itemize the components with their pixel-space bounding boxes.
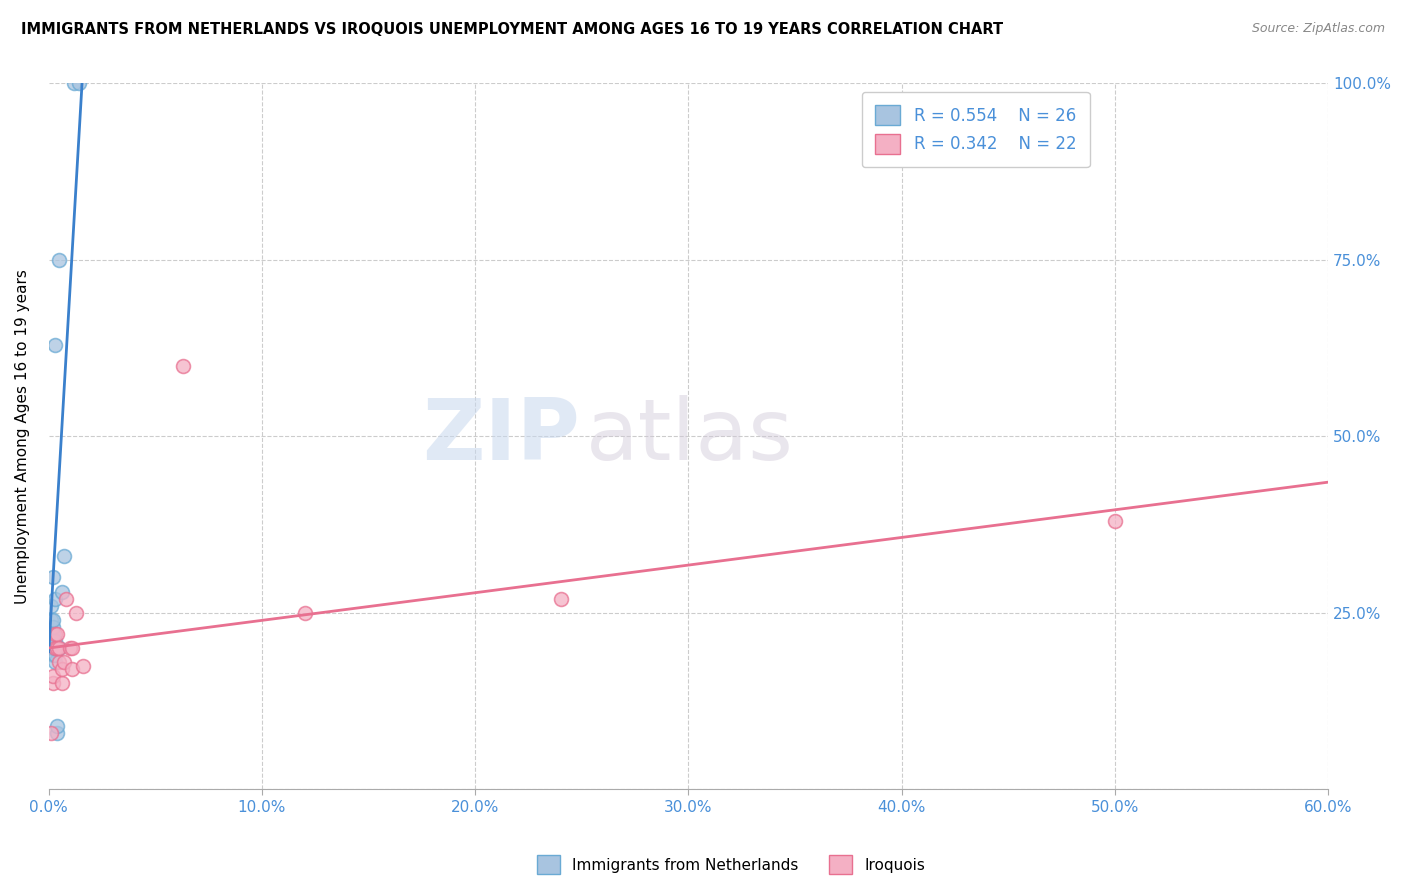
Point: [46, 627, 69, 641]
Point: [44, 634, 66, 648]
Point: [46, 725, 69, 739]
Point: [48, 640, 70, 655]
Text: IMMIGRANTS FROM NETHERLANDS VS IROQUOIS UNEMPLOYMENT AMONG AGES 16 TO 19 YEARS C: IMMIGRANTS FROM NETHERLANDS VS IROQUOIS …: [21, 22, 1004, 37]
Point: [39, 640, 62, 655]
Point: [55, 591, 77, 606]
Point: [42, 620, 65, 634]
Point: [51, 662, 73, 676]
Legend: R = 0.554    N = 26, R = 0.342    N = 22: R = 0.554 N = 26, R = 0.342 N = 22: [862, 92, 1090, 168]
Point: [60, 662, 83, 676]
Point: [44, 648, 66, 662]
Point: [46, 640, 69, 655]
Point: [51, 676, 73, 690]
Point: [44, 640, 66, 655]
Point: [65, 606, 87, 620]
Point: [44, 627, 66, 641]
Text: ZIP: ZIP: [422, 395, 579, 478]
Point: [52, 549, 75, 564]
Point: [550, 591, 572, 606]
Point: [42, 634, 65, 648]
Y-axis label: Unemployment Among Ages 16 to 19 years: Unemployment Among Ages 16 to 19 years: [15, 268, 30, 604]
Point: [39, 634, 62, 648]
Point: [48, 640, 70, 655]
Point: [72, 658, 94, 673]
Point: [1104, 514, 1126, 528]
Point: [39, 613, 62, 627]
Point: [59, 640, 82, 655]
Point: [44, 655, 66, 669]
Point: [42, 676, 65, 690]
Point: [52, 655, 75, 669]
Text: Source: ZipAtlas.com: Source: ZipAtlas.com: [1251, 22, 1385, 36]
Legend: Immigrants from Netherlands, Iroquois: Immigrants from Netherlands, Iroquois: [531, 849, 931, 880]
Point: [42, 648, 65, 662]
Point: [60, 640, 83, 655]
Point: [42, 613, 65, 627]
Point: [48, 655, 70, 669]
Point: [67, 77, 90, 91]
Point: [39, 725, 62, 739]
Point: [44, 337, 66, 351]
Point: [42, 640, 65, 655]
Point: [44, 640, 66, 655]
Point: [44, 591, 66, 606]
Point: [42, 669, 65, 683]
Point: [42, 570, 65, 584]
Text: atlas: atlas: [586, 395, 794, 478]
Point: [63, 77, 86, 91]
Point: [172, 359, 194, 373]
Point: [39, 627, 62, 641]
Point: [39, 599, 62, 613]
Point: [294, 606, 316, 620]
Point: [51, 584, 73, 599]
Point: [46, 718, 69, 732]
Point: [48, 252, 70, 267]
Point: [42, 627, 65, 641]
